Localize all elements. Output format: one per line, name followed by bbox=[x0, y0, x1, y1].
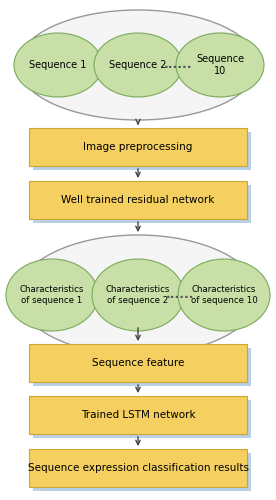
FancyBboxPatch shape bbox=[33, 185, 251, 223]
FancyBboxPatch shape bbox=[29, 128, 247, 166]
Ellipse shape bbox=[94, 33, 182, 97]
Text: Well trained residual network: Well trained residual network bbox=[61, 195, 215, 205]
Ellipse shape bbox=[6, 259, 98, 331]
Ellipse shape bbox=[178, 259, 270, 331]
Text: Sequence feature: Sequence feature bbox=[92, 358, 184, 368]
FancyBboxPatch shape bbox=[29, 396, 247, 434]
FancyBboxPatch shape bbox=[29, 449, 247, 487]
Text: ......: ...... bbox=[164, 58, 192, 71]
Text: Sequence
10: Sequence 10 bbox=[196, 54, 244, 76]
Text: Image preprocessing: Image preprocessing bbox=[83, 142, 193, 152]
FancyBboxPatch shape bbox=[33, 453, 251, 491]
FancyBboxPatch shape bbox=[33, 348, 251, 386]
FancyBboxPatch shape bbox=[29, 344, 247, 382]
Text: Sequence 2: Sequence 2 bbox=[109, 60, 167, 70]
Ellipse shape bbox=[176, 33, 264, 97]
Text: Trained LSTM network: Trained LSTM network bbox=[81, 410, 195, 420]
Text: Sequence expression classification results: Sequence expression classification resul… bbox=[28, 463, 248, 473]
Text: Characteristics
of sequence 2: Characteristics of sequence 2 bbox=[106, 286, 170, 304]
FancyBboxPatch shape bbox=[29, 181, 247, 219]
Ellipse shape bbox=[18, 235, 258, 355]
Text: ......: ...... bbox=[166, 288, 194, 302]
Ellipse shape bbox=[92, 259, 184, 331]
Ellipse shape bbox=[18, 10, 258, 120]
Ellipse shape bbox=[14, 33, 102, 97]
Text: Sequence 1: Sequence 1 bbox=[29, 60, 87, 70]
Text: Characteristics
of sequence 10: Characteristics of sequence 10 bbox=[191, 286, 258, 304]
FancyBboxPatch shape bbox=[33, 400, 251, 438]
FancyBboxPatch shape bbox=[33, 132, 251, 170]
Text: Characteristics
of sequence 1: Characteristics of sequence 1 bbox=[20, 286, 84, 304]
